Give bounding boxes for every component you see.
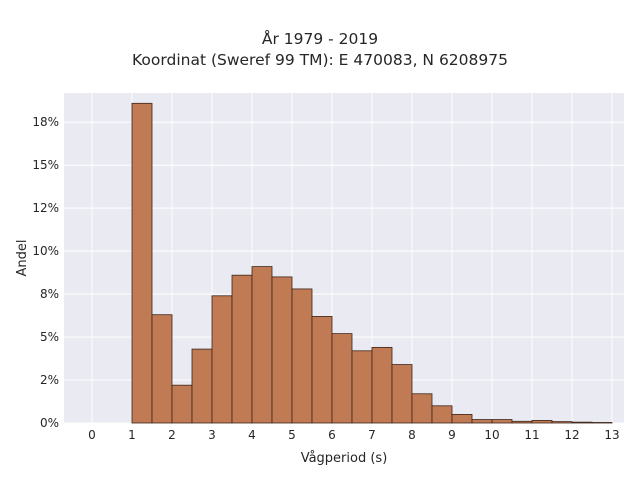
histogram-bar: [191, 348, 213, 424]
x-tick-label: 0: [88, 428, 96, 442]
histogram-bar: [311, 316, 333, 424]
y-tick-label: 2%: [40, 373, 59, 387]
chart-title: År 1979 - 2019: [261, 30, 379, 48]
chart-subtitle: Koordinat (Sweref 99 TM): E 470083, N 62…: [132, 51, 508, 69]
histogram-bar: [591, 422, 613, 424]
histogram-bar: [431, 405, 453, 424]
histogram-bar: [231, 274, 253, 424]
y-tick-label: 18%: [32, 115, 59, 129]
histogram-bar: [151, 314, 173, 424]
histogram-bar: [211, 295, 233, 424]
y-tick-label: 10%: [32, 244, 59, 258]
histogram-bar: [171, 384, 193, 424]
x-tick-label: 3: [208, 428, 216, 442]
x-tick-label: 4: [248, 428, 256, 442]
x-tick-label: 7: [368, 428, 376, 442]
histogram-bar: [351, 350, 373, 424]
histogram-bar: [411, 393, 433, 424]
histogram-bar: [251, 266, 273, 424]
histogram-bar: [511, 420, 533, 424]
histogram-bar: [391, 364, 413, 424]
y-tick-label: 8%: [40, 287, 59, 301]
histogram-bars: [131, 102, 613, 424]
x-tick-label: 6: [328, 428, 336, 442]
x-tick-label: 2: [168, 428, 176, 442]
x-tick-labels: 0 1 2 3 4 5 6 7 8 9 10 11 12 13: [88, 428, 619, 442]
x-axis-label: Vågperiod (s): [301, 451, 388, 466]
histogram-bar: [551, 421, 573, 424]
x-tick-label: 9: [448, 428, 456, 442]
histogram-bar: [291, 288, 313, 424]
histogram-bar: [451, 414, 473, 424]
y-tick-label: 15%: [32, 158, 59, 172]
histogram-bar: [571, 421, 593, 424]
histogram-bar: [371, 346, 393, 424]
x-tick-label: 11: [524, 428, 539, 442]
x-tick-label: 8: [408, 428, 416, 442]
histogram-bar: [331, 333, 353, 424]
y-tick-labels: 0% 2% 5% 8% 10% 12% 15% 18%: [32, 115, 59, 430]
y-tick-label: 5%: [40, 330, 59, 344]
histogram-bar: [471, 419, 493, 424]
x-tick-label: 13: [604, 428, 619, 442]
histogram-bar: [491, 419, 513, 424]
histogram-bar: [271, 276, 293, 424]
y-tick-label: 0%: [40, 416, 59, 430]
y-tick-label: 12%: [32, 201, 59, 215]
histogram-bar: [131, 102, 153, 424]
histogram-bar: [531, 420, 553, 424]
x-tick-label: 1: [128, 428, 136, 442]
x-tick-label: 12: [564, 428, 579, 442]
x-tick-label: 10: [484, 428, 499, 442]
x-tick-label: 5: [288, 428, 296, 442]
y-axis-label: Andel: [15, 240, 30, 277]
